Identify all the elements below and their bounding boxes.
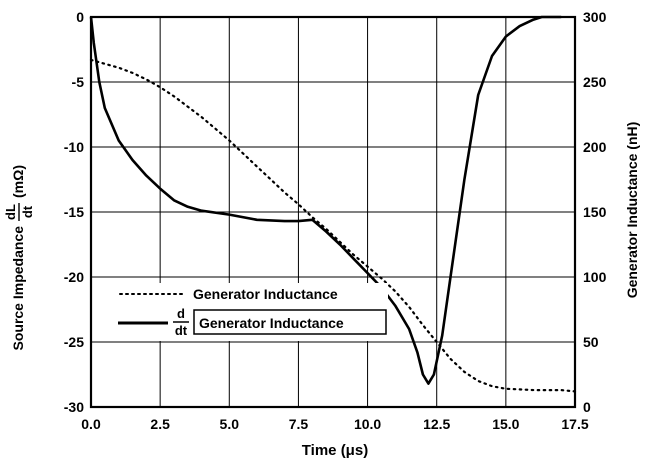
legend-label-derivative: Generator Inductance [199,315,344,331]
x-tick-label: 15.0 [492,416,519,432]
y-tick-label-left: -20 [64,269,84,285]
y-tick-label-right: 50 [583,334,599,350]
y-tick-label-right: 100 [583,269,607,285]
y-tick-label-left: -5 [72,74,85,90]
y-axis-label-left-denominator: dt [20,205,35,218]
series-layer [89,15,577,393]
y-tick-label-left: -25 [64,334,84,350]
legend-deriv-numerator: d [177,306,185,321]
y-tick-label-left: -10 [64,139,84,155]
legend-deriv-denominator: dt [175,323,188,338]
x-tick-label: 12.5 [423,416,450,432]
x-tick-label: 7.5 [289,416,309,432]
x-axis-label: Time (μs) [302,442,368,459]
x-tick-label: 10.0 [354,416,381,432]
legend-bracket-box [193,309,387,335]
x-tick-label: 2.5 [150,416,170,432]
y-axis-label-right: Generator Inductance (nH) [624,122,640,299]
grid [91,17,575,407]
y-tick-label-right: 150 [583,204,607,220]
x-tick-label: 17.5 [561,416,588,432]
plot-frame [89,15,577,409]
y-axis-label-left-unit: (mΩ) [10,165,26,198]
x-tick-label: 0.0 [81,416,101,432]
y-axis-label-left: Source Impedance dL dt (mΩ) [3,165,35,351]
legend-background [112,283,388,341]
y-tick-label-left: 0 [76,9,84,25]
ticks: 0.0 2.5 5.0 7.5 10.0 12.5 15.0 17.50-5-10-15-20… [64,9,607,432]
y-tick-label-right: 200 [583,139,607,155]
series-line-source-impedance [89,15,562,385]
legend-label-generator-inductance: Generator Inductance [193,286,338,302]
y-axis-label-left-numerator: dL [3,204,18,220]
y-tick-label-left: -30 [64,399,84,415]
y-tick-label-right: 300 [583,9,607,25]
y-tick-label-right: 0 [583,399,591,415]
y-tick-label-right: 250 [583,74,607,90]
legend: Generator Inductance d dt Generator Indu… [112,283,388,341]
y-tick-label-left: -15 [64,204,84,220]
y-axis-label-left-text: Source Impedance [10,226,26,351]
x-tick-label: 5.0 [220,416,240,432]
